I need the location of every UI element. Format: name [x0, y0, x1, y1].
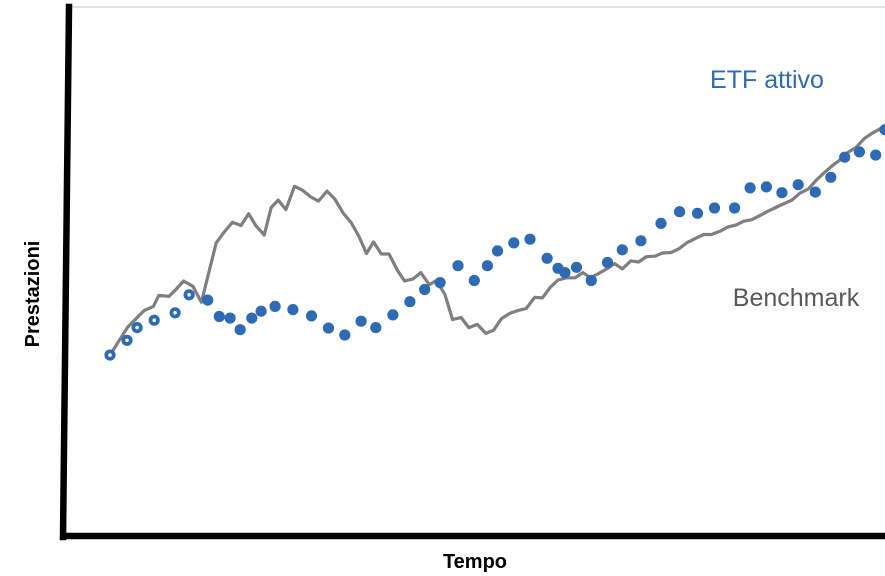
benchmark-series — [108, 123, 885, 357]
etf-attivo-point — [559, 267, 571, 279]
etf-attivo-point — [839, 151, 851, 163]
etf-attivo-point — [708, 202, 721, 214]
etf-attivo-point-overlap-marker — [173, 311, 177, 315]
etf-attivo-point — [305, 310, 318, 322]
etf-attivo-point — [481, 260, 493, 272]
x-axis-title: Tempo — [443, 551, 507, 573]
etf-attivo-point — [468, 274, 480, 287]
etf-attivo-point — [870, 149, 882, 161]
etf-attivo-point — [601, 256, 614, 269]
etf-attivo-point — [246, 312, 258, 324]
etf-attivo-point — [744, 182, 756, 194]
etf-attivo-label: ETF attivo — [710, 66, 824, 94]
etf-attivo-point — [792, 179, 804, 191]
etf-attivo-point — [825, 171, 837, 183]
etf-attivo-point — [452, 260, 464, 272]
etf-attivo-point-overlap-marker — [135, 325, 139, 330]
etf-attivo-point — [491, 245, 504, 257]
etf-attivo-point — [585, 274, 597, 287]
etf-attivo-point — [234, 324, 246, 336]
etf-attivo-point — [760, 181, 773, 193]
etf-attivo-point-overlap-marker — [125, 338, 129, 343]
etf-attivo-point-overlap-marker — [152, 318, 156, 323]
etf-attivo-point — [853, 146, 866, 158]
etf-attivo-point — [419, 283, 431, 296]
etf-attivo-point — [674, 206, 686, 218]
etf-attivo-point — [202, 294, 214, 306]
etf-attivo-point — [729, 202, 741, 214]
etf-attivo-point — [269, 300, 281, 312]
y-axis-title: Prestazioni — [22, 241, 44, 348]
etf-attivo-point — [434, 277, 446, 289]
etf-attivo-point — [776, 187, 788, 199]
etf-attivo-point — [524, 233, 536, 245]
etf-attivo-point — [322, 322, 335, 334]
etf-attivo-point — [570, 261, 583, 273]
etf-attivo-point — [287, 304, 299, 316]
etf-attivo-point-overlap-marker — [108, 353, 112, 357]
etf-attivo-point — [404, 296, 416, 308]
etf-attivo-point — [655, 217, 667, 229]
benchmark-line — [108, 123, 885, 357]
etf-attivo-point — [635, 235, 647, 247]
etf-attivo-point — [879, 124, 885, 136]
etf-attivo-series — [104, 124, 885, 361]
etf-attivo-point — [339, 329, 351, 341]
benchmark-label: Benchmark — [733, 284, 860, 312]
etf-attivo-point-overlap-marker — [187, 293, 191, 297]
etf-attivo-point — [355, 315, 367, 327]
etf-attivo-point — [508, 237, 520, 249]
etf-attivo-point — [691, 207, 704, 219]
plot-area — [104, 123, 885, 361]
etf-attivo-point — [809, 186, 821, 198]
etf-attivo-point — [387, 309, 399, 321]
y-axis-line — [59, 3, 73, 541]
etf-attivo-point — [616, 244, 628, 256]
etf-attivo-point — [255, 305, 267, 317]
etf-attivo-point — [541, 252, 553, 264]
etf-attivo-point — [370, 322, 382, 334]
etf-attivo-point — [224, 312, 236, 324]
etf-attivo-point — [213, 310, 225, 323]
